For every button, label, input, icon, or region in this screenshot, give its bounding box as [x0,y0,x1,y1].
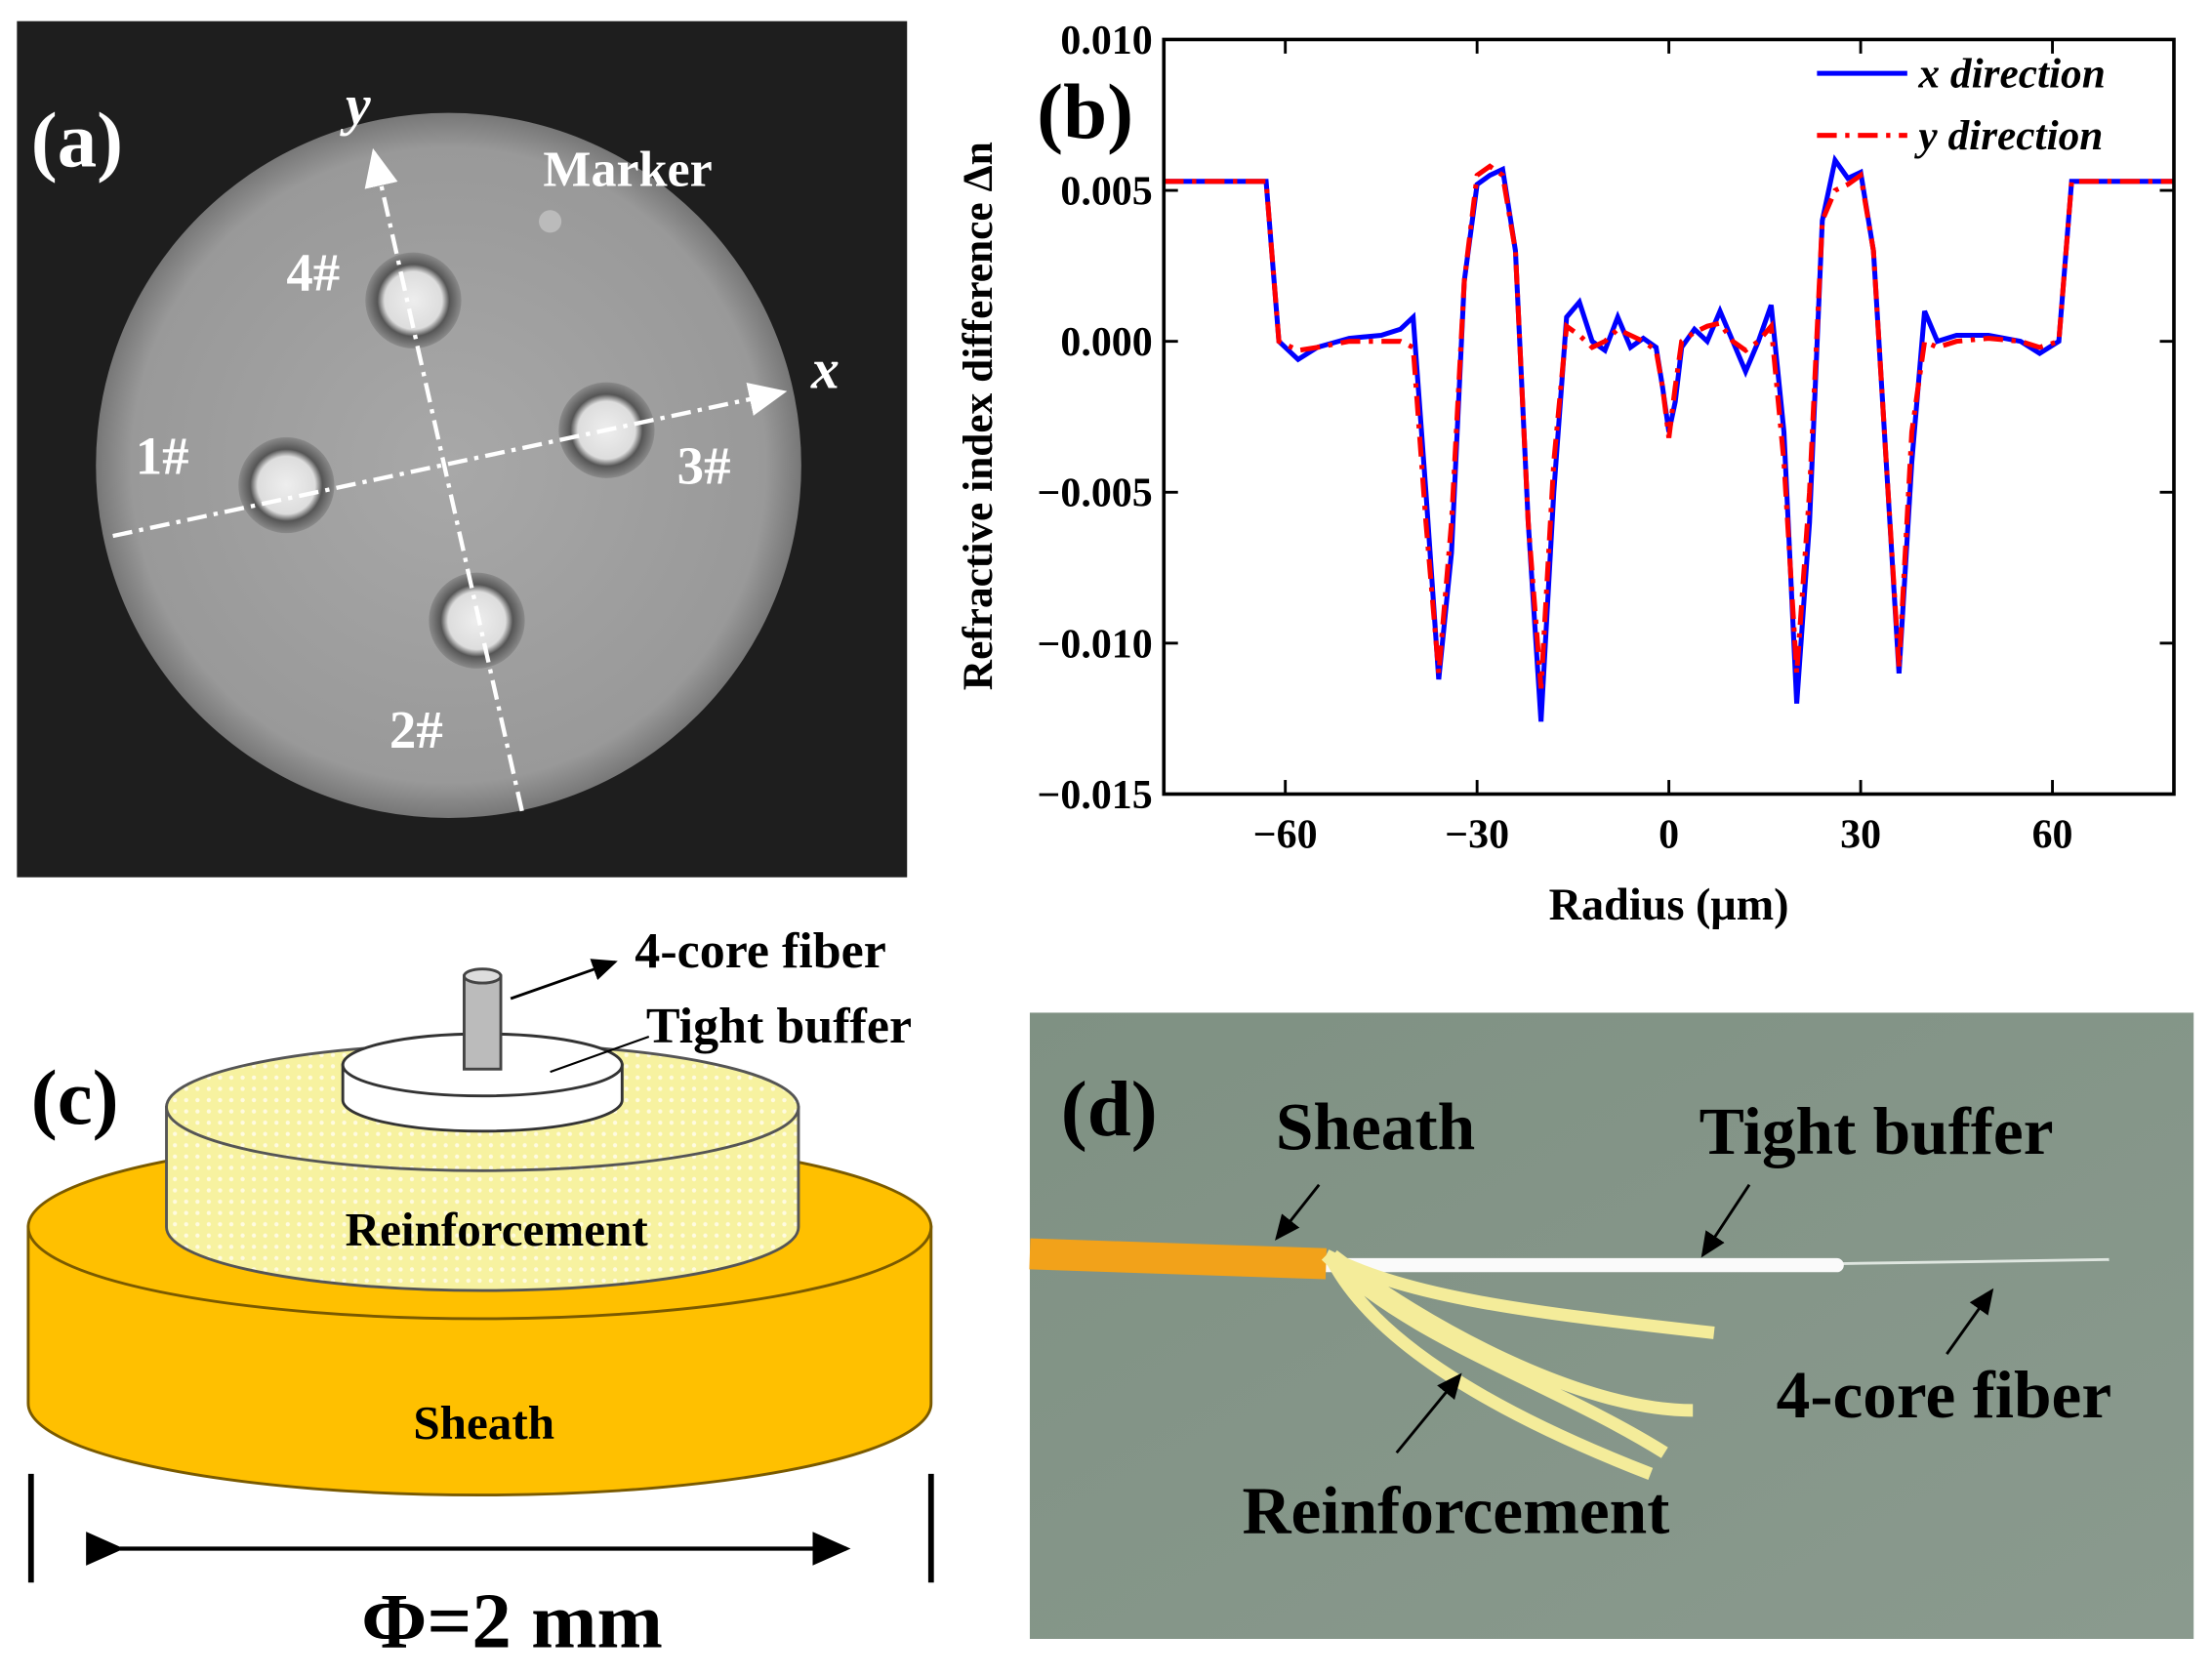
part-label: Tight buffer [646,999,912,1054]
panel-d: (d) Sheath Tight buffer 4-core fiber Rei… [1029,1012,2194,1639]
dimension-label: Φ=2 mm [361,1577,663,1665]
y-tick-label: 0.000 [1060,320,1152,365]
bare-fiber [1833,1257,2110,1266]
core [365,252,462,348]
pointer-arrow [1946,1288,1994,1355]
data-line [1164,153,2174,722]
y-tick-label: −0.015 [1038,773,1153,818]
part-label: Tight buffer [1700,1094,2054,1169]
part-label: 4-core fiber [635,923,886,979]
x-tick-label: −60 [1253,812,1318,857]
part-label: Sheath [413,1396,554,1450]
panel-b: (b) Radius (μm) Refractive index differe… [955,19,2176,930]
y-tick-label: 0.005 [1060,170,1152,215]
y-tick-label: −0.010 [1038,622,1153,667]
core-label: 4# [286,243,340,303]
core-label: 1# [136,426,189,485]
pointer-arrow [1395,1372,1462,1454]
panel-c: (c) 4-core fiber Tight buffer Reinforcem… [26,923,934,1665]
part-label: Sheath [1276,1090,1475,1166]
panel-label: (a) [31,97,123,184]
y-tick-label: −0.005 [1038,471,1153,516]
fiber-top [463,967,503,985]
legend-label: y direction [1913,112,2103,159]
reinforcement-fibers [1321,1249,1715,1480]
x-tick-label: −30 [1445,812,1509,857]
marker-label: Marker [543,143,712,198]
sheath [1029,1238,1327,1280]
x-tick-label: 60 [2032,812,2073,857]
panel-label: (c) [31,1054,119,1142]
pointer-line [550,1035,650,1074]
y-axis-line [364,147,524,812]
part-label: 4-core fiber [1777,1358,2111,1433]
panel-label: (d) [1061,1065,1158,1153]
core [429,572,525,669]
legend-label: x direction [1917,51,2105,98]
x-axis-title: Radius (μm) [1549,880,1789,930]
core [238,436,335,534]
plot-frame [1162,37,2176,797]
part-label: Reinforcement [346,1203,649,1256]
x-tick-label: 0 [1659,812,1679,857]
core-label: 3# [677,436,731,496]
x-tick-label: 30 [1840,812,1881,857]
marker-dot [539,210,562,233]
panel-label: (b) [1037,68,1133,156]
panel-a: (a) y x Marker 1# 2# 3# 4# [17,20,908,878]
axis-label: y [340,73,371,137]
axis-label: x [810,337,840,400]
y-tick-label: 0.010 [1060,19,1152,63]
core-label: 2# [389,700,443,759]
pointer-arrow [1275,1183,1321,1241]
part-label: Reinforcement [1242,1474,1669,1549]
pointer-arrow [1700,1183,1751,1258]
pointer-arrow [510,959,618,1001]
fiber [463,974,503,1071]
data-line [1164,163,2174,689]
y-axis-title: Refractive index difference Δn [955,142,1002,690]
